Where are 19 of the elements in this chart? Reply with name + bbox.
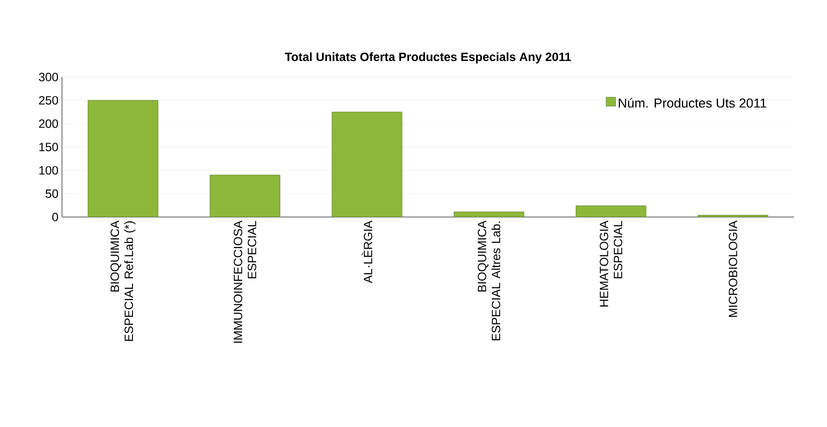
bar <box>332 112 402 217</box>
x-tick-label: BIOQUIMICA ESPECIAL Altres Lab. <box>478 220 500 340</box>
y-tick-label: 200 <box>39 119 58 128</box>
bar <box>88 100 158 217</box>
y-tick-label: 300 <box>38 72 58 82</box>
bar <box>210 174 280 217</box>
y-tick-label: 150 <box>39 142 58 152</box>
x-tick-label: BIOQUIMICA ESPECIAL Ref.Lab (*) <box>110 220 136 341</box>
y-tick-label: 0 <box>52 212 58 222</box>
y-tick-label: 100 <box>39 166 58 175</box>
x-tick-label: MICROBIOLOGIA <box>728 220 738 317</box>
bar <box>576 206 646 217</box>
x-tick-label: HEMATOLOGIA ESPECIAL <box>600 220 622 306</box>
x-tick-label: AL·LÈRGIA <box>362 220 372 284</box>
y-tick-label: 50 <box>46 189 58 198</box>
x-tick-label: IMMUNOINFECCIOSA ESPECIAL <box>234 220 256 343</box>
y-tick-label: 250 <box>39 96 58 105</box>
chart-title: Total Unitats Oferta Productes Especials Any 2011 <box>284 52 571 64</box>
legend-label: Núm. Productes Uts 2011 <box>618 98 766 108</box>
